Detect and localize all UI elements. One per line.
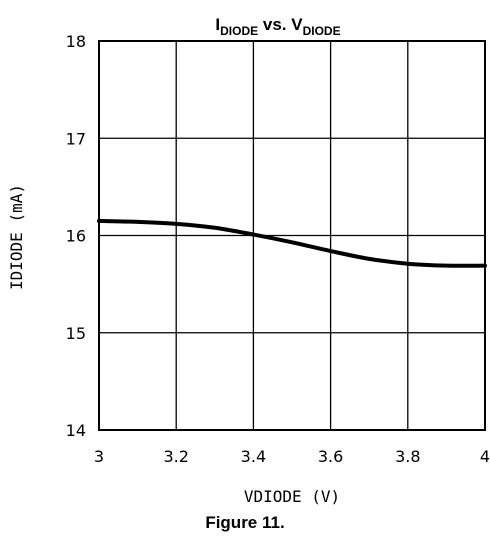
y-tick-label: 18 <box>66 32 86 51</box>
y-tick-label: 17 <box>66 129 86 148</box>
chart-title-sub-2: DIODE <box>303 24 341 38</box>
y-tick-label: 16 <box>66 227 86 246</box>
y-tick-label: 15 <box>66 324 86 343</box>
x-tick-label: 3 <box>94 447 104 466</box>
grid <box>98 40 486 431</box>
y-tick-labels: 14 15 16 17 18 <box>66 32 86 440</box>
y-axis-label: IDIODE (mA) <box>7 184 26 290</box>
chart-title-sub-1: DIODE <box>220 24 258 38</box>
x-tick-label: 3.4 <box>241 447 266 466</box>
x-tick-labels: 3 3.2 3.4 3.6 3.8 4 <box>94 447 490 466</box>
x-tick-label: 3.8 <box>395 447 420 466</box>
chart-title-part-1: I <box>215 15 220 34</box>
y-tick-label: 14 <box>66 421 86 440</box>
series-line-0 <box>97 218 487 268</box>
series-layer <box>97 218 487 268</box>
figure-caption: Figure 11. <box>205 513 284 532</box>
plot-frame <box>98 40 486 431</box>
x-axis-label: VDIODE (V) <box>244 487 340 506</box>
chart-title-part-2: vs. V <box>258 15 303 34</box>
chart-title: IDIODE vs. VDIODE <box>215 15 340 38</box>
x-tick-label: 3.2 <box>163 447 188 466</box>
x-tick-label: 3.6 <box>318 447 343 466</box>
x-tick-label: 4 <box>480 447 490 466</box>
